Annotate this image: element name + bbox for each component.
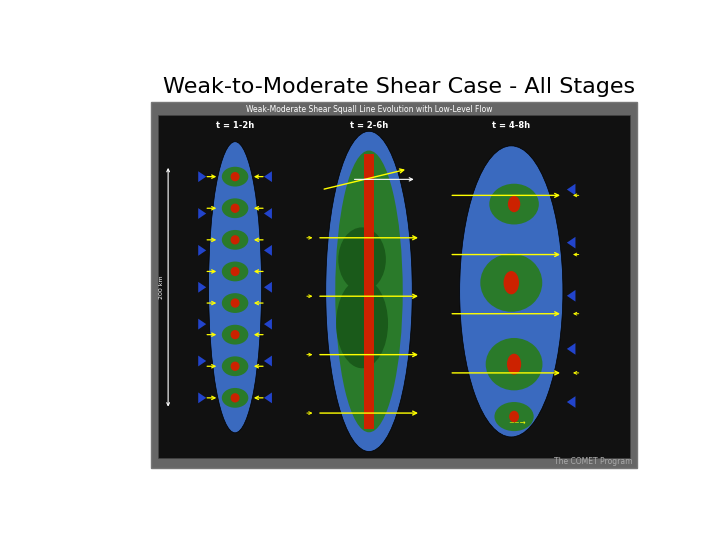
Polygon shape [264, 171, 272, 182]
Ellipse shape [495, 402, 534, 431]
Polygon shape [198, 171, 206, 182]
Ellipse shape [230, 204, 240, 213]
Polygon shape [567, 396, 575, 408]
Ellipse shape [209, 141, 261, 433]
Polygon shape [264, 245, 272, 256]
Text: ~~→: ~~→ [508, 420, 526, 426]
Ellipse shape [230, 172, 240, 181]
Ellipse shape [222, 325, 248, 345]
Polygon shape [198, 355, 206, 367]
Text: Weak-to-Moderate Shear Case - All Stages: Weak-to-Moderate Shear Case - All Stages [163, 77, 634, 97]
Ellipse shape [336, 279, 388, 368]
Ellipse shape [507, 354, 521, 375]
Polygon shape [198, 208, 206, 219]
Ellipse shape [503, 271, 519, 294]
Ellipse shape [222, 261, 248, 281]
Ellipse shape [490, 184, 539, 225]
Text: t = 1-2h: t = 1-2h [216, 120, 254, 130]
Bar [364, 154, 374, 429]
Ellipse shape [230, 235, 240, 245]
Polygon shape [198, 393, 206, 403]
Ellipse shape [230, 393, 240, 402]
Ellipse shape [459, 146, 563, 437]
Ellipse shape [222, 230, 248, 249]
Ellipse shape [222, 293, 248, 313]
Ellipse shape [230, 362, 240, 371]
Text: The COMET Program: The COMET Program [554, 457, 632, 465]
Polygon shape [567, 343, 575, 355]
Polygon shape [198, 282, 206, 293]
Ellipse shape [230, 299, 240, 308]
Polygon shape [264, 208, 272, 219]
Polygon shape [567, 184, 575, 195]
Ellipse shape [509, 411, 519, 422]
Ellipse shape [325, 131, 413, 451]
Ellipse shape [486, 338, 542, 390]
Bar [158, 114, 630, 458]
Ellipse shape [338, 227, 386, 292]
Polygon shape [567, 237, 575, 248]
Text: Weak-Moderate Shear Squall Line Evolution with Low-Level Flow: Weak-Moderate Shear Squall Line Evolutio… [246, 105, 492, 114]
Text: t = 2-6h: t = 2-6h [350, 120, 388, 130]
Polygon shape [264, 393, 272, 403]
Ellipse shape [222, 167, 248, 186]
Ellipse shape [222, 356, 248, 376]
Polygon shape [567, 290, 575, 302]
Polygon shape [264, 282, 272, 293]
Polygon shape [264, 355, 272, 367]
Ellipse shape [222, 198, 248, 218]
Ellipse shape [230, 330, 240, 339]
Ellipse shape [480, 254, 542, 312]
Bar [151, 102, 636, 468]
Polygon shape [198, 245, 206, 256]
Ellipse shape [336, 151, 402, 433]
Polygon shape [198, 319, 206, 329]
Text: 200 km: 200 km [159, 275, 164, 299]
Ellipse shape [222, 388, 248, 408]
Ellipse shape [508, 196, 521, 212]
Polygon shape [264, 319, 272, 329]
Ellipse shape [230, 267, 240, 276]
Text: t = 4-8h: t = 4-8h [492, 120, 531, 130]
